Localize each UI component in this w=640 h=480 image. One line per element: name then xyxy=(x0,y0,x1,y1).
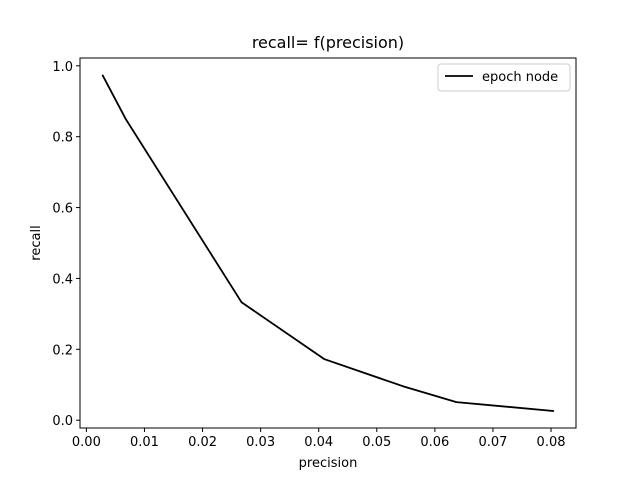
y-tick-label: 0.6 xyxy=(52,202,73,217)
data-point xyxy=(552,410,555,412)
x-tick-label: 0.05 xyxy=(362,435,391,450)
y-axis: 0.0 0.2 0.4 0.6 0.8 1.0 xyxy=(52,60,80,429)
x-axis: 0.00 0.01 0.02 0.03 0.04 0.05 0.06 0.07 0.08 xyxy=(72,428,566,450)
y-tick-label: 0.4 xyxy=(52,272,73,287)
x-tick-label: 0.06 xyxy=(420,435,449,450)
x-tick-label: 0.00 xyxy=(72,435,101,450)
x-tick-label: 0.08 xyxy=(537,435,566,450)
data-point xyxy=(402,385,404,388)
y-tick-label: 0.8 xyxy=(52,131,73,146)
series-layer xyxy=(101,74,555,412)
x-tick-label: 0.04 xyxy=(304,435,333,450)
plot-frame xyxy=(79,57,577,429)
data-point xyxy=(101,74,104,77)
x-axis-title: precision xyxy=(299,456,358,471)
x-tick-label: 0.01 xyxy=(130,435,159,450)
x-tick-label: 0.07 xyxy=(478,435,507,450)
data-point xyxy=(323,358,326,361)
legend-box xyxy=(437,63,571,92)
y-axis-title: recall xyxy=(29,225,44,260)
data-point xyxy=(455,401,458,404)
data-point xyxy=(124,118,127,121)
x-tick-label: 0.03 xyxy=(246,435,275,450)
y-tick-label: 0.0 xyxy=(52,414,73,429)
legend-label: epoch node xyxy=(482,70,558,85)
x-tick-label: 0.02 xyxy=(188,435,217,450)
y-tick-label: 1.0 xyxy=(52,60,73,75)
chart-title: recall= f(precision) xyxy=(252,33,404,52)
legend: epoch node xyxy=(437,63,571,92)
data-point xyxy=(240,301,243,304)
plot-background xyxy=(80,58,576,428)
y-tick-label: 0.2 xyxy=(52,343,73,358)
